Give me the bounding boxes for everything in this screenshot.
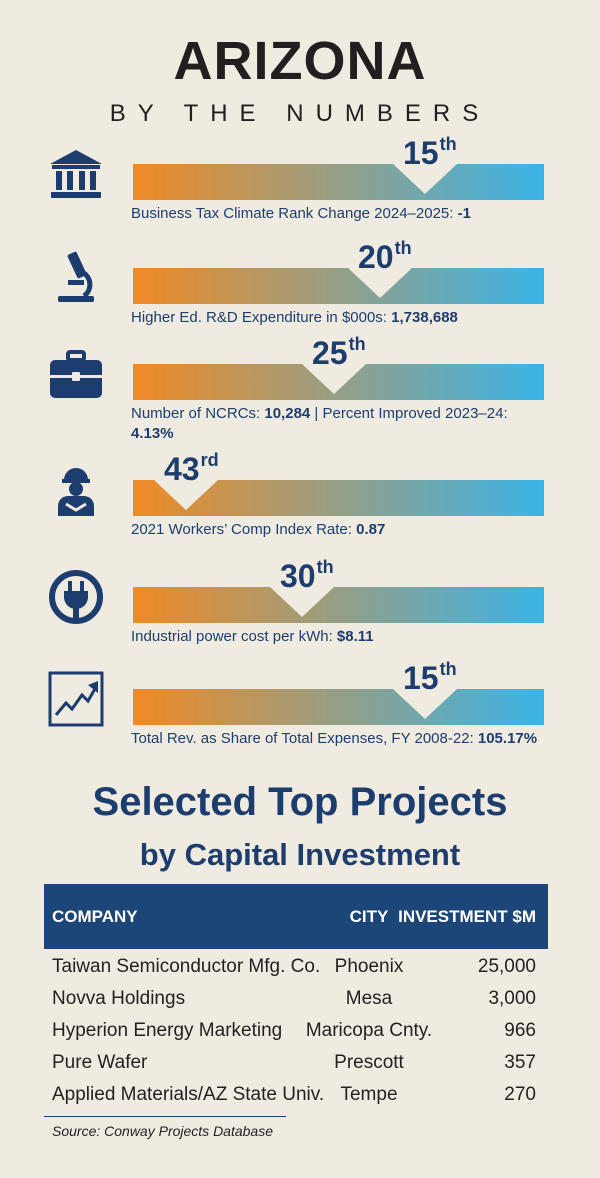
briefcase-icon — [46, 344, 106, 404]
metric-label: 2021 Workers’ Comp Index Rate: — [131, 521, 352, 538]
table-body: Taiwan Semiconductor Mfg. Co. Phoenix 25,0… — [44, 950, 548, 1110]
rank-number: 43 — [164, 451, 200, 487]
page-title: ARIZONA — [173, 31, 427, 91]
rank-value: 43rd — [164, 450, 219, 488]
rank-suffix: rd — [200, 450, 219, 470]
metric-label: Business Tax Climate Rank Change 2024–20… — [131, 205, 454, 222]
rank-suffix: th — [316, 557, 334, 577]
rank-value: 30th — [280, 557, 334, 595]
metric-caption: Number of NCRCs: 10,284 | Percent Improv… — [131, 404, 551, 444]
cell-city: Mesa — [345, 988, 393, 1009]
rank-bar — [133, 164, 544, 200]
metric-row: 25th Number of NCRCs: 10,284 | Percent Im… — [0, 334, 600, 450]
cell-investment: 966 — [504, 1020, 536, 1041]
rank-number: 20 — [358, 239, 394, 275]
rank-number: 30 — [280, 558, 316, 594]
rank-bar — [133, 587, 544, 623]
metric-row: 15th Total Rev. as Share of Total Expense… — [0, 659, 600, 775]
cell-company: Hyperion Energy Marketing — [52, 1020, 283, 1041]
rank-value: 20th — [358, 238, 412, 276]
metric-value: -1 — [457, 205, 471, 222]
rank-number: 15 — [403, 135, 439, 171]
rank-bar — [133, 480, 544, 516]
page-subtitle: BY THE NUMBERS — [109, 100, 491, 127]
metric-caption: 2021 Workers’ Comp Index Rate: 0.87 — [131, 520, 551, 540]
table-row: Hyperion Energy Marketing Maricopa Cnty. 9… — [44, 1014, 548, 1046]
microscope-icon — [46, 248, 106, 308]
rank-value: 25th — [312, 334, 366, 372]
cell-company: Applied Materials/AZ State Univ. — [52, 1084, 325, 1105]
rank-bar — [133, 364, 544, 400]
table-row: Applied Materials/AZ State Univ. Tempe 270 — [44, 1078, 548, 1110]
cell-city: Prescott — [334, 1052, 404, 1073]
metric-label: Higher Ed. R&D Expenditure in $000s: — [131, 309, 387, 326]
metric-value: 1,738,688 — [391, 309, 458, 326]
metric-value: 105.17% — [477, 730, 538, 747]
rank-value: 15th — [403, 659, 457, 697]
projects-title: Selected Top Projects — [92, 780, 508, 824]
cell-company: Taiwan Semiconductor Mfg. Co. — [52, 956, 321, 977]
column-header-city: CITY — [349, 907, 389, 926]
bank-building-icon — [46, 144, 106, 204]
metric-caption: Business Tax Climate Rank Change 2024–20… — [131, 204, 551, 224]
rank-suffix: th — [348, 334, 366, 354]
projects-table: COMPANY CITY INVESTMENT $M Taiwan Semico… — [44, 884, 548, 1110]
metric-caption: Higher Ed. R&D Expenditure in $000s: 1,7… — [131, 308, 551, 328]
metric-label: Total Rev. as Share of Total Expenses, F… — [131, 730, 474, 747]
cell-investment: 25,000 — [477, 956, 536, 977]
metric-value: 0.87 — [356, 521, 386, 538]
metric-value: 10,284 — [264, 405, 311, 422]
cell-investment: 270 — [504, 1084, 536, 1105]
metric-row: 30th Industrial power cost per kWh: $8.11 — [0, 557, 600, 673]
construction-worker-icon — [46, 460, 106, 520]
metric-row: 43rd 2021 Workers’ Comp Index Rate: 0.87 — [0, 450, 600, 566]
cell-investment: 357 — [504, 1052, 536, 1073]
table-header: COMPANY CITY INVESTMENT $M — [44, 884, 548, 949]
cell-investment: 3,000 — [488, 988, 536, 1009]
column-header-company: COMPANY — [52, 907, 138, 926]
metric-caption: Industrial power cost per kWh: $8.11 — [131, 627, 551, 647]
metric-caption: Total Rev. as Share of Total Expenses, F… — [131, 729, 551, 749]
source-note: Source: Conway Projects Database — [52, 1123, 273, 1139]
cell-company: Pure Wafer — [52, 1052, 148, 1073]
cell-city: Phoenix — [334, 956, 404, 977]
metric-value: $8.11 — [336, 628, 374, 645]
metric-value: 4.13% — [131, 425, 174, 442]
source-divider — [44, 1116, 286, 1117]
table-row: Novva Holdings Mesa 3,000 — [44, 982, 548, 1014]
table-row: Pure Wafer Prescott 357 — [44, 1046, 548, 1078]
rank-bar — [133, 268, 544, 304]
rank-value: 15th — [403, 134, 457, 172]
metric-label: Industrial power cost per kWh: — [131, 628, 333, 645]
table-row: Taiwan Semiconductor Mfg. Co. Phoenix 25,0… — [44, 950, 548, 982]
metric-label: | Percent Improved 2023–24: — [310, 405, 508, 422]
cell-city: Tempe — [340, 1084, 398, 1105]
column-header-investment: INVESTMENT $M — [398, 907, 536, 926]
cell-city: Maricopa Cnty. — [305, 1020, 433, 1041]
power-plug-icon — [46, 567, 106, 627]
trend-chart-icon — [46, 669, 106, 729]
rank-bar — [133, 689, 544, 725]
metric-row: 20th Higher Ed. R&D Expenditure in $000s:… — [0, 238, 600, 354]
metric-label: Number of NCRCs: — [131, 405, 261, 422]
rank-suffix: th — [439, 134, 457, 154]
projects-subtitle: by Capital Investment — [139, 837, 461, 872]
rank-number: 15 — [403, 660, 439, 696]
rank-suffix: th — [394, 238, 412, 258]
cell-company: Novva Holdings — [52, 988, 186, 1009]
rank-suffix: th — [439, 659, 457, 679]
metric-row: 15th Business Tax Climate Rank Change 202… — [0, 134, 600, 250]
rank-number: 25 — [312, 335, 348, 371]
